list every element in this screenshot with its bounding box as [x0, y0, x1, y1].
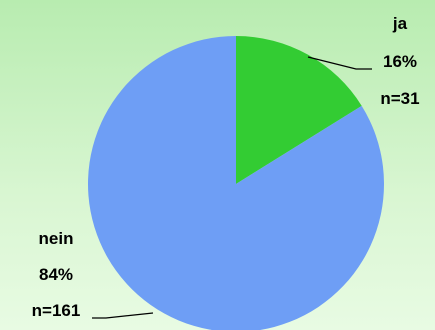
label-nein-category: nein — [39, 229, 74, 248]
leader-line-nein — [92, 312, 154, 319]
label-ja-category: ja — [392, 14, 408, 33]
slice-label-nein: nein 84% n=161 — [32, 229, 154, 320]
label-ja-percent: 16% — [383, 52, 417, 71]
slice-label-ja: ja 16% n=31 — [307, 14, 420, 108]
label-nein-percent: 84% — [39, 265, 73, 284]
label-nein-count: n=161 — [32, 301, 81, 320]
pie-slices — [88, 36, 384, 330]
pie-slice-ja — [236, 36, 362, 184]
leader-line-ja — [307, 56, 372, 70]
label-ja-count: n=31 — [380, 89, 419, 108]
pie-slice-nein — [88, 36, 384, 330]
